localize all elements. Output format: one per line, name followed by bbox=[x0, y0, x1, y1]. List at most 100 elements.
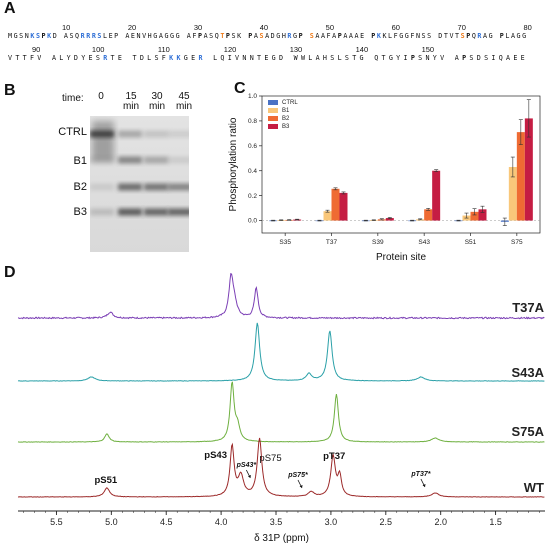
error-bar bbox=[418, 218, 423, 221]
sequence-residue: S bbox=[309, 32, 316, 40]
spectrum-line bbox=[17, 272, 545, 320]
bar bbox=[331, 188, 340, 221]
sequence-residue: P bbox=[197, 32, 204, 40]
error-bar bbox=[426, 208, 431, 211]
band-label: B3 bbox=[73, 206, 87, 218]
x-tick-label: S51 bbox=[465, 239, 477, 246]
error-bar bbox=[287, 219, 292, 221]
lane-time-unit: min bbox=[122, 101, 140, 112]
sequence-residue: S bbox=[35, 32, 42, 40]
error-bar bbox=[472, 208, 477, 216]
x-tick-label: 2.0 bbox=[434, 517, 447, 527]
x-axis-label: Protein site bbox=[376, 252, 426, 263]
sequence-residue: R bbox=[477, 32, 484, 40]
sequence-line: MGSNKSPKD ASQRRRSLEP AENVHGAGGG AFPASQTP… bbox=[8, 32, 528, 40]
x-tick-label: 5.5 bbox=[50, 517, 63, 527]
y-tick-label: 0.0 bbox=[248, 218, 257, 225]
error-bar bbox=[456, 219, 461, 222]
lane-time-unit: min bbox=[175, 101, 193, 112]
residue-number: 150 bbox=[421, 45, 435, 54]
error-bar bbox=[341, 191, 346, 195]
spectrum-line bbox=[17, 322, 545, 382]
phosphorylation-bar-chart: 0.0 0.2 0.4 0.6 0.8 1.0 S35 T37 S39 S43 S51 S75 Prot… bbox=[228, 93, 541, 263]
sequence-residue: D bbox=[52, 32, 64, 40]
panel-a-letter: A bbox=[4, 0, 16, 17]
peak-annotation: pS75* bbox=[287, 472, 308, 479]
legend-swatch bbox=[268, 100, 278, 105]
y-axis-label: Phosphorylation ratio bbox=[228, 117, 239, 211]
sequence-residue: P bbox=[371, 32, 377, 40]
gel-smear bbox=[92, 121, 114, 161]
residue-number: 70 bbox=[457, 23, 466, 32]
residue-number: 30 bbox=[193, 23, 203, 32]
error-bar bbox=[518, 119, 523, 145]
bar bbox=[516, 132, 525, 221]
lane-time-value: 0 bbox=[98, 91, 104, 102]
spectrum-label: S75A bbox=[511, 424, 544, 439]
spectrum-line bbox=[17, 381, 545, 443]
x-tick-label: 2.5 bbox=[380, 517, 393, 527]
residue-number: 90 bbox=[31, 45, 41, 54]
sequence-residue: AF bbox=[186, 32, 198, 40]
legend-swatch bbox=[268, 108, 278, 113]
time-label: time: bbox=[62, 93, 84, 104]
sequence-residue: S bbox=[460, 32, 467, 40]
sequence-residue: P bbox=[337, 32, 344, 40]
error-bar bbox=[526, 99, 531, 138]
x-tick-label: 3.5 bbox=[270, 517, 283, 527]
sequence-residue: ALYDYES bbox=[51, 54, 104, 62]
sequence-residue: K bbox=[47, 32, 53, 40]
x-axis-label: δ 31P (ppm) bbox=[254, 533, 309, 544]
error-bar bbox=[363, 219, 368, 222]
sequence-residue: P bbox=[462, 54, 470, 62]
sequence-residue: KK bbox=[169, 54, 184, 62]
x-tick-label: S35 bbox=[279, 239, 291, 246]
error-bar bbox=[271, 219, 276, 222]
sequence-residue: AG bbox=[483, 32, 500, 40]
sequence-residue: TDLSF bbox=[132, 54, 170, 62]
sequence-residue: ADGH bbox=[265, 32, 288, 40]
sequence-residue: ASQ bbox=[203, 32, 221, 40]
panel-b-gel: B time: 0 15 min 30 min 45 min CTRL B1 B2 B3 bbox=[0, 78, 192, 256]
bar bbox=[508, 166, 517, 221]
y-tick-label: 1.0 bbox=[248, 93, 257, 100]
error-bar bbox=[502, 217, 507, 226]
gel-band bbox=[90, 130, 114, 138]
lane-time-value: 45 bbox=[178, 91, 190, 102]
sequence-residue: P bbox=[41, 32, 48, 40]
sequence-residue: K bbox=[376, 32, 383, 40]
y-tick-label: 0.4 bbox=[248, 168, 257, 175]
bar bbox=[424, 209, 433, 221]
gel-band bbox=[144, 183, 168, 191]
sequence-residue: P bbox=[225, 32, 232, 40]
spectrum-label: T37A bbox=[512, 300, 544, 315]
panel-c-letter: C bbox=[234, 80, 246, 97]
error-bar bbox=[371, 219, 376, 221]
sequence-residue bbox=[206, 54, 213, 62]
bar bbox=[524, 118, 533, 221]
sequence-residue: DTVT bbox=[438, 32, 461, 40]
lane-header: 45 min bbox=[172, 92, 196, 112]
residue-number: 120 bbox=[223, 45, 237, 54]
sequence-residue: P bbox=[298, 32, 305, 40]
legend-swatch bbox=[268, 116, 278, 121]
residue-number: 40 bbox=[259, 23, 269, 32]
sequence-residue: T bbox=[220, 32, 226, 40]
sequence-residue: GE bbox=[183, 54, 199, 62]
sequence-residue: LEP bbox=[103, 32, 126, 40]
gel-band bbox=[90, 183, 114, 191]
x-tick-label: 4.0 bbox=[215, 517, 228, 527]
spectrum-label: WT bbox=[524, 480, 544, 495]
residue-number: 80 bbox=[523, 23, 532, 32]
x-tick-label: 3.0 bbox=[325, 517, 338, 527]
sequence-residue: AAAE bbox=[343, 32, 372, 40]
sequence-residue: S bbox=[259, 32, 266, 40]
error-bar bbox=[387, 217, 392, 219]
gel-band bbox=[144, 130, 168, 138]
sequence-residue: P bbox=[499, 32, 506, 40]
sequence-residue: LAGG bbox=[505, 32, 528, 40]
sequence-residue: LQIVNNTEGD bbox=[213, 54, 294, 62]
sequence-residue: SNYV bbox=[418, 54, 455, 62]
peak-annotation: pT37 bbox=[323, 451, 345, 462]
gel-band bbox=[90, 208, 114, 216]
